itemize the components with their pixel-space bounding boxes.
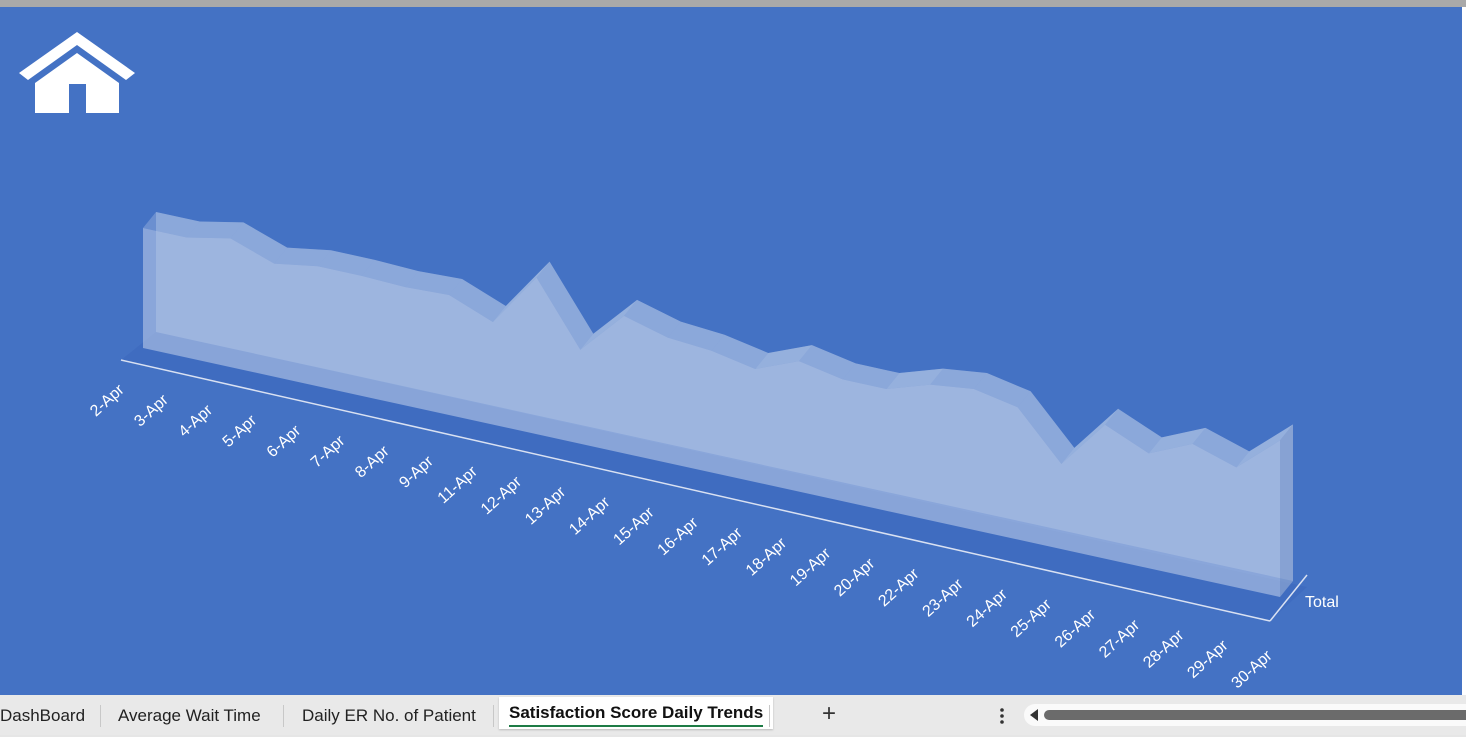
tab-satisfaction-score-daily-trends[interactable]: Satisfaction Score Daily Trends xyxy=(499,697,773,729)
x-tick-label: 27-Apr xyxy=(1096,616,1144,661)
x-tick-label: 18-Apr xyxy=(743,534,791,579)
x-tick-label: 8-Apr xyxy=(352,442,393,481)
series-area-front xyxy=(143,228,1280,597)
x-tick-label: 25-Apr xyxy=(1008,596,1056,641)
window-top-strip xyxy=(0,0,1466,7)
x-tick-label: 17-Apr xyxy=(699,524,747,569)
x-tick-label: 6-Apr xyxy=(264,422,305,461)
x-tick-label: 4-Apr xyxy=(176,401,217,440)
x-tick-label: 23-Apr xyxy=(920,575,968,620)
series-area-side xyxy=(1280,424,1293,597)
tab-label: Satisfaction Score Daily Trends xyxy=(509,703,763,722)
series-axis-label: Total xyxy=(1305,594,1339,611)
tab-dashboard[interactable]: DashBoard xyxy=(0,695,85,735)
x-tick-label: 12-Apr xyxy=(478,473,526,518)
right-edge xyxy=(1462,7,1466,695)
x-tick-label: 3-Apr xyxy=(131,391,172,430)
x-tick-label: 5-Apr xyxy=(220,412,261,451)
home-icon xyxy=(16,23,138,113)
x-tick-label: 26-Apr xyxy=(1052,606,1100,651)
tab-separator xyxy=(493,705,494,727)
x-tick-label: 9-Apr xyxy=(396,453,437,492)
x-tick-label: 16-Apr xyxy=(655,514,703,559)
home-button[interactable] xyxy=(16,23,138,113)
tab-separator xyxy=(283,705,284,727)
sheet-tab-bar: DashBoard Average Wait Time Daily ER No.… xyxy=(0,695,1466,735)
scroll-left-icon[interactable] xyxy=(1028,708,1040,722)
tab-separator xyxy=(769,705,770,727)
x-tick-label: 20-Apr xyxy=(831,555,879,600)
x-tick-label: 29-Apr xyxy=(1184,637,1232,682)
x-tick-label: 15-Apr xyxy=(610,504,658,549)
more-options-icon[interactable] xyxy=(996,705,1008,727)
x-tick-label: 14-Apr xyxy=(566,493,614,538)
active-tab-underline xyxy=(509,725,763,727)
tab-daily-er-no-of-patient[interactable]: Daily ER No. of Patient xyxy=(302,695,476,735)
x-tick-label: 2-Apr xyxy=(87,381,128,420)
scrollbar-thumb[interactable] xyxy=(1044,710,1466,720)
x-tick-label: 28-Apr xyxy=(1140,626,1188,671)
x-tick-label: 13-Apr xyxy=(522,483,570,528)
x-tick-label: 24-Apr xyxy=(964,586,1012,631)
tab-average-wait-time[interactable]: Average Wait Time xyxy=(118,695,261,735)
x-tick-label: 30-Apr xyxy=(1229,647,1277,692)
add-sheet-button[interactable]: + xyxy=(818,699,840,729)
x-tick-label: 22-Apr xyxy=(875,565,923,610)
x-tick-label: 11-Apr xyxy=(435,463,482,507)
x-tick-label: 19-Apr xyxy=(787,545,835,590)
x-tick-label: 7-Apr xyxy=(308,432,349,471)
tab-separator xyxy=(100,705,101,727)
